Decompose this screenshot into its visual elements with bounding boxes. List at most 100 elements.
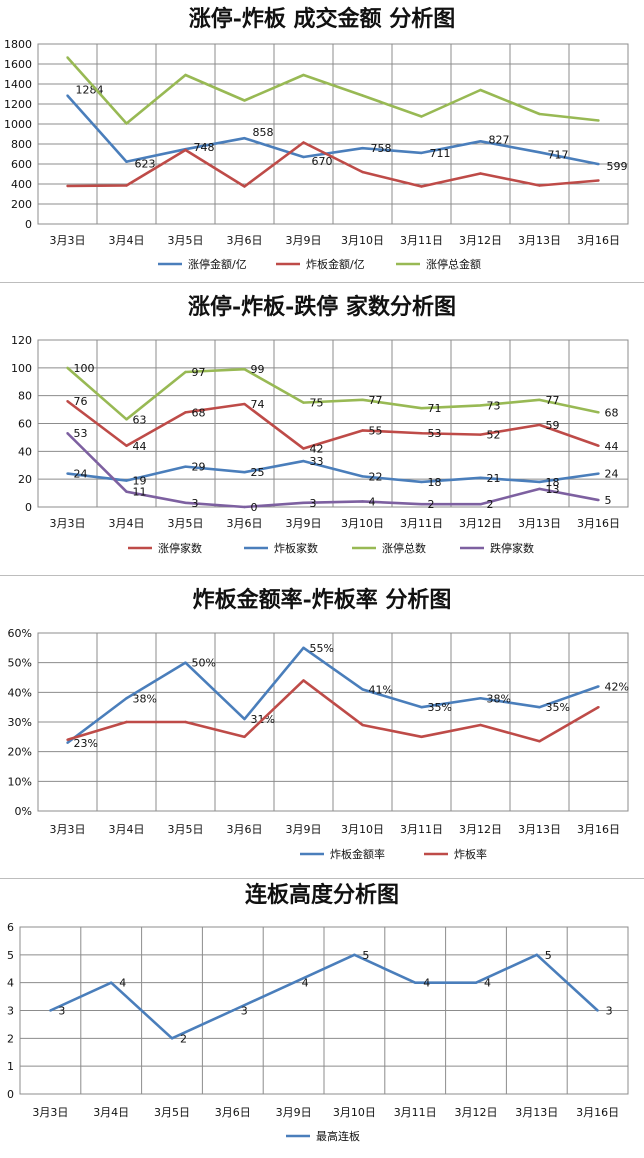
data-label: 3: [606, 1005, 613, 1018]
data-point: [361, 147, 364, 150]
data-label: 63: [133, 413, 147, 426]
data-label: 55: [369, 424, 383, 437]
data-point: [597, 119, 600, 122]
data-point: [597, 472, 600, 475]
data-label: 68: [192, 406, 206, 419]
data-label: 42%: [605, 680, 629, 693]
data-label: 21: [487, 472, 501, 485]
x-tick-label: 3月9日: [286, 517, 322, 530]
y-tick-label: 1: [7, 1060, 14, 1073]
data-point: [243, 471, 246, 474]
data-point: [302, 447, 305, 450]
series-line: [66, 432, 599, 509]
data-point: [420, 151, 423, 155]
series-line: [66, 56, 599, 125]
y-tick-label: 120: [11, 334, 32, 347]
data-point: [538, 184, 541, 187]
data-point: [479, 140, 482, 143]
data-label: 76: [74, 395, 88, 408]
data-label: 717: [548, 148, 569, 161]
data-point: [243, 137, 246, 140]
x-tick-label: 3月10日: [341, 234, 384, 247]
data-point: [597, 162, 600, 166]
x-tick-label: 3月13日: [518, 234, 561, 247]
data-point: [420, 406, 423, 410]
data-point: [538, 705, 541, 709]
data-label: 77: [546, 394, 560, 407]
data-label: 50%: [192, 657, 216, 670]
data-point: [243, 99, 246, 102]
chart-title: 炸板金额率-炸板率 分析图: [193, 587, 452, 613]
data-point: [66, 741, 69, 744]
data-point: [125, 184, 128, 187]
data-point: [474, 981, 478, 984]
amount-chart-panel: 涨停-炸板 成交金额 分析图 0 200 400 600 800 1000 1200 1400 1…: [0, 0, 644, 282]
y-tick-label: 40%: [8, 686, 32, 699]
legend-entry: 炸板金额/亿: [306, 257, 365, 271]
x-tick-label: 3月4日: [93, 1106, 129, 1119]
height-chart-panel: 连板高度分析图 0 1 2 3 4 5 6 3月3日 3月4日 3月5日 3月6日 3月9日 3月10日 3…: [0, 880, 644, 1158]
data-point: [66, 94, 69, 97]
data-label: 5: [605, 494, 612, 507]
data-label: 4: [369, 495, 376, 508]
y-tick-label: 400: [11, 178, 32, 191]
x-tick-label: 3月12日: [459, 517, 502, 530]
x-tick-label: 3月5日: [168, 517, 204, 530]
data-label: 42: [310, 443, 324, 456]
data-label: 2: [180, 1032, 187, 1045]
data-point: [66, 400, 69, 403]
data-point: [479, 172, 482, 175]
data-point: [243, 717, 246, 721]
y-tick-label: 30%: [8, 716, 32, 729]
panel-divider: [0, 575, 644, 576]
data-point: [184, 73, 187, 77]
x-tick-label: 3月13日: [515, 1106, 558, 1119]
data-point: [538, 423, 541, 427]
data-point: [302, 459, 305, 463]
data-label: 5: [545, 949, 552, 962]
data-label: 68: [605, 406, 619, 419]
legend-entry: 炸板率: [454, 847, 487, 861]
data-label: 33: [310, 455, 324, 468]
data-point: [110, 981, 113, 984]
data-point: [420, 115, 423, 118]
data-point: [361, 500, 364, 503]
data-point: [535, 953, 538, 957]
y-tick-label: 0%: [15, 805, 32, 818]
x-tick-label: 3月13日: [518, 517, 561, 530]
y-tick-label: 60%: [8, 627, 32, 640]
data-point: [361, 170, 364, 174]
data-point: [538, 112, 541, 116]
data-label: 22: [369, 470, 383, 483]
data-point: [361, 723, 364, 727]
data-label: 3: [192, 497, 199, 510]
y-tick-label: 4: [7, 977, 14, 990]
y-tick-label: 2: [7, 1032, 14, 1045]
data-point: [66, 738, 69, 741]
data-label: 53: [428, 427, 442, 440]
data-point: [597, 179, 600, 182]
data-label: 599: [607, 160, 628, 173]
data-point: [125, 479, 128, 482]
rate-line-chart: 炸板金额率-炸板率 分析图 0% 10% 20% 30% 40% 50% 60% 3月3日 3月4…: [8, 587, 629, 861]
legend-entry: 涨停总金额: [426, 257, 481, 271]
x-tick-label: 3月4日: [109, 234, 145, 247]
data-point: [479, 404, 482, 407]
data-point: [231, 1009, 234, 1012]
x-tick-label: 3月5日: [168, 823, 204, 836]
data-label: 19: [133, 475, 147, 488]
data-point: [479, 503, 482, 506]
data-point: [538, 740, 541, 743]
y-tick-label: 1600: [4, 58, 32, 71]
series-line: [49, 953, 599, 1040]
legend-entry: 最高连板: [316, 1129, 360, 1143]
data-label: 13: [546, 483, 560, 496]
y-tick-label: 1200: [4, 98, 32, 111]
data-label: 53: [74, 427, 88, 440]
data-point: [414, 981, 417, 984]
data-label: 711: [430, 147, 451, 160]
data-point: [361, 94, 364, 97]
data-label: 97: [192, 366, 206, 379]
data-point: [538, 487, 541, 491]
x-tick-label: 3月5日: [168, 234, 204, 247]
